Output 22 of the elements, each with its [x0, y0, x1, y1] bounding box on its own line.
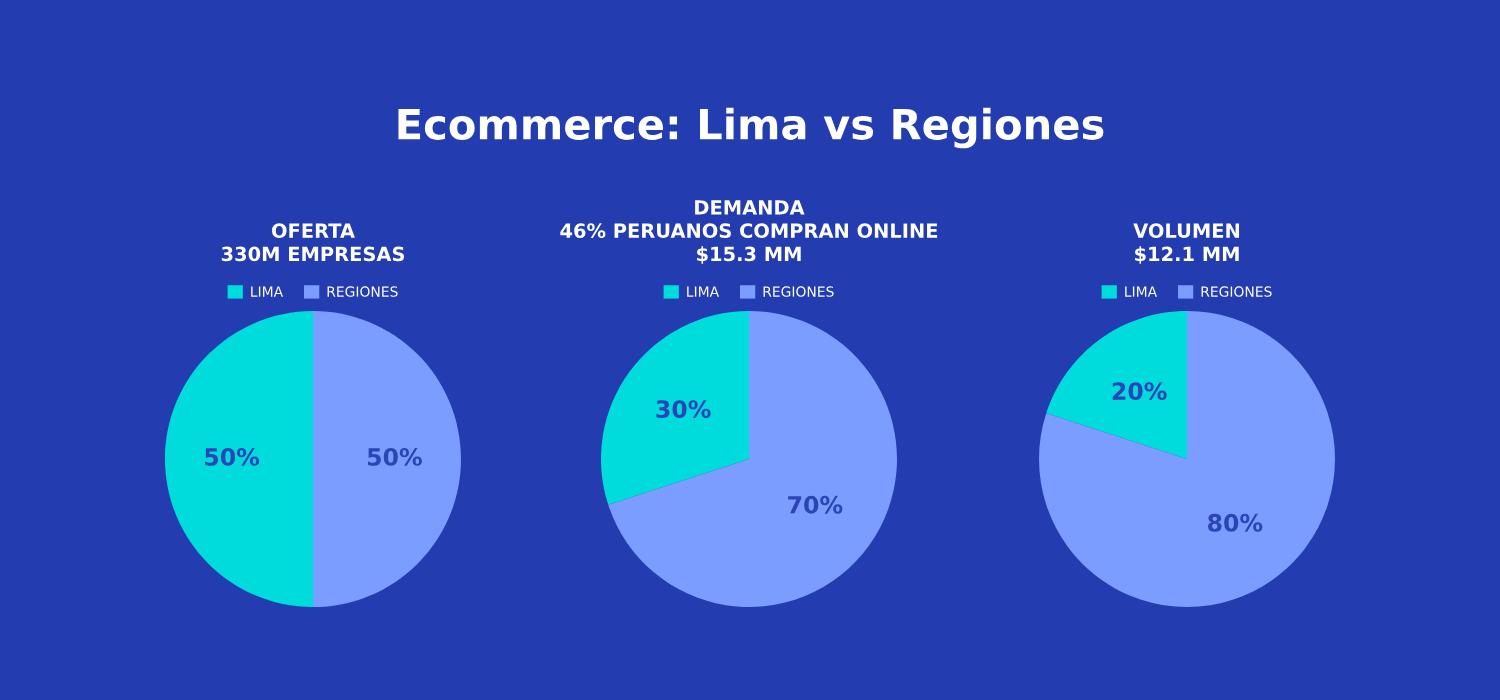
pie-slice	[608, 311, 897, 607]
chart-title: DEMANDA 46% PERUANOS COMPRAN ONLINE $15.3 MM	[560, 200, 938, 264]
legend-label: LIMA	[251, 286, 284, 297]
chart-title: OFERTA 330M EMPRESAS	[221, 223, 405, 262]
legend-label: REGIONES	[763, 286, 834, 297]
chart-title: VOLUMEN $12.1 MM	[1133, 223, 1240, 264]
legend-label: REGIONES	[1201, 286, 1272, 297]
pie-slice	[313, 311, 461, 607]
data-label: 30%	[656, 400, 711, 419]
data-label: 50%	[205, 447, 260, 466]
pie-slice	[1039, 311, 1335, 607]
data-label: 80%	[1208, 513, 1263, 532]
data-label: 20%	[1112, 382, 1167, 400]
pie-slice	[601, 311, 749, 505]
legend-label: LIMA	[687, 286, 720, 297]
pie-slice	[1046, 311, 1187, 459]
text: Ecommerce: Lima vs Regiones	[398, 107, 1104, 149]
legend-label: LIMA	[1125, 286, 1158, 297]
pie-slice	[165, 311, 313, 607]
data-label: 70%	[788, 495, 843, 514]
legend-label: REGIONES	[327, 286, 398, 297]
data-label: 50%	[367, 447, 422, 466]
